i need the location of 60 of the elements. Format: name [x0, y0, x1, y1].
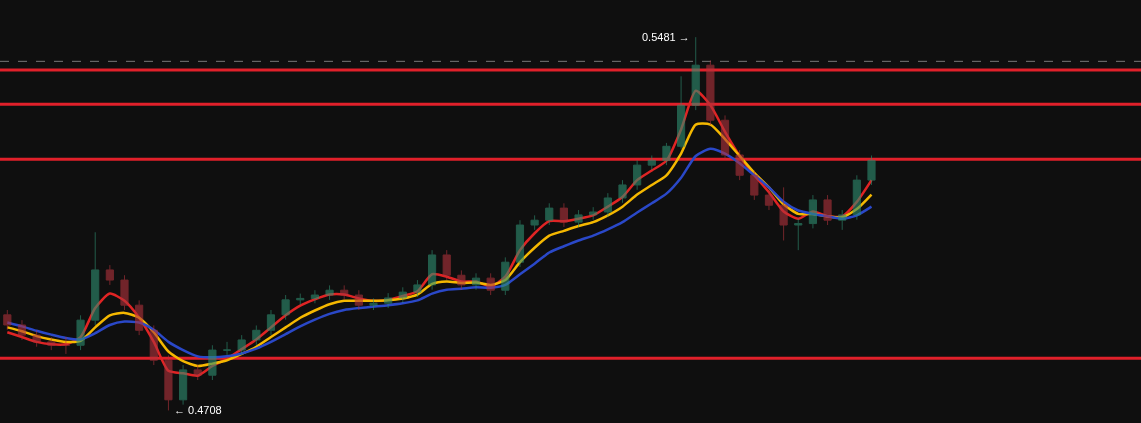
- candlestick: [281, 294, 290, 321]
- candlestick: [237, 334, 246, 356]
- candlestick: [457, 269, 466, 291]
- candlestick: [574, 209, 583, 228]
- candlestick: [750, 169, 759, 201]
- candlestick: [677, 75, 686, 150]
- candlestick: [252, 324, 261, 346]
- candlestick: [3, 309, 12, 331]
- candlestick: [384, 292, 393, 309]
- candlestick: [779, 186, 788, 241]
- candlestick: [603, 192, 612, 218]
- candlestick: [208, 344, 217, 381]
- candlestick: [589, 206, 598, 221]
- candlestick: [135, 299, 144, 336]
- candlestick: [413, 279, 422, 298]
- candlestick: [471, 272, 481, 291]
- candlestick: [193, 364, 202, 381]
- candlestick: [838, 209, 847, 231]
- candlestick: [720, 114, 730, 161]
- candlestick: [91, 231, 100, 326]
- candlestick: [120, 274, 129, 311]
- candlestick: [662, 142, 671, 166]
- candlestick: [32, 329, 41, 348]
- annotation: ← 0.4708: [174, 404, 222, 416]
- candlestick: [559, 202, 568, 228]
- candlestick: [808, 194, 817, 229]
- candlestick: [340, 284, 349, 301]
- candlestick: [501, 256, 510, 296]
- candlestick: [764, 189, 774, 211]
- candlestick: [691, 36, 700, 111]
- candlestick: [266, 309, 276, 336]
- candlestick: [794, 218, 803, 251]
- candlestick: [76, 314, 85, 351]
- candlestick: [310, 289, 319, 304]
- candlestick: [486, 272, 495, 296]
- candlestick: [530, 214, 539, 231]
- candlestick: [105, 264, 114, 286]
- candlestick: [398, 286, 407, 304]
- candlestick: [633, 159, 642, 191]
- candlestick: [823, 194, 832, 226]
- candlestick: [618, 179, 627, 204]
- candlestick: [735, 149, 744, 181]
- candlestick: [647, 154, 656, 171]
- candlestick: [428, 249, 437, 291]
- candlestick: [164, 354, 173, 411]
- annotation: 0.5481 →: [642, 31, 690, 43]
- candlestick: [17, 319, 27, 341]
- candlestick: [515, 219, 525, 268]
- candlestick: [442, 249, 451, 281]
- candlestick: [852, 174, 861, 221]
- candlestick: [149, 324, 158, 366]
- candlestick: [179, 364, 188, 406]
- candlestick: [867, 154, 876, 186]
- candlestick: [47, 336, 56, 351]
- candlestick: [296, 293, 305, 306]
- candlestick: [325, 284, 334, 301]
- candlestick: [354, 289, 363, 311]
- candlestick: [369, 297, 378, 311]
- candlestick: [545, 202, 554, 226]
- candlestick: [706, 59, 715, 126]
